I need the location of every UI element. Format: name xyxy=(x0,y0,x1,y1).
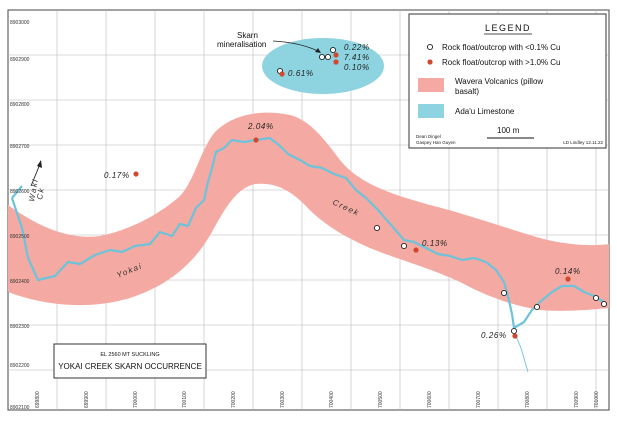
sample-label: 0.22% xyxy=(344,43,370,52)
svg-text:700700: 700700 xyxy=(476,391,482,408)
svg-text:8902500: 8902500 xyxy=(10,234,30,240)
wavera-volcanics-unit xyxy=(8,112,609,311)
creek-label-ck: Ck xyxy=(35,186,46,200)
svg-text:700200: 700200 xyxy=(231,391,237,408)
skarn-annotation: Skarn xyxy=(237,31,258,40)
svg-text:700000: 700000 xyxy=(133,391,139,408)
north-arrow-icon xyxy=(37,160,42,168)
low-cu-samples xyxy=(276,46,608,335)
waki-creek xyxy=(11,185,23,199)
svg-text:700400: 700400 xyxy=(329,391,335,408)
sample-dot-0-10 xyxy=(333,59,339,65)
svg-text:8902900: 8902900 xyxy=(10,57,30,63)
legend-volcanics-swatch xyxy=(418,78,444,92)
credits: Gaspey Han Guyen xyxy=(416,140,456,145)
legend-label: Wavera Volcanics (pillow xyxy=(455,77,543,86)
legend-label: Rock float/outcrop with >1.0% Cu xyxy=(442,58,561,67)
sample-dot-0-13 xyxy=(413,247,419,253)
easting-labels: 699800 699900 700000 700100 700200 70030… xyxy=(35,391,600,408)
sample-dot-2-04 xyxy=(253,137,259,143)
svg-text:699900: 699900 xyxy=(84,391,90,408)
skarn-arrowhead xyxy=(315,48,321,53)
svg-text:701000: 701000 xyxy=(594,391,600,408)
svg-text:700600: 700600 xyxy=(427,391,433,408)
sample-label: 0.13% xyxy=(422,239,448,248)
adau-limestone-unit xyxy=(262,38,384,94)
northing-labels: 8903000 8902900 8902800 8902700 8902600 … xyxy=(10,20,30,411)
title-block: EL 2560 MT SUCKLING YOKAI CREEK SKARN OC… xyxy=(53,343,207,379)
legend-limestone-swatch xyxy=(418,104,444,118)
sample-label: 0.17% xyxy=(104,171,130,180)
sample-dot-7-41 xyxy=(333,52,339,58)
skarn-annotation: mineralisation xyxy=(217,40,266,49)
legend-title: LEGEND xyxy=(485,23,531,33)
legend-hollow-circle-icon xyxy=(426,43,434,51)
svg-text:8902200: 8902200 xyxy=(10,363,30,369)
credits: Dean Dingel xyxy=(416,134,441,139)
svg-text:700500: 700500 xyxy=(378,391,384,408)
legend-label: Ada'u Limestone xyxy=(455,107,515,116)
svg-text:700800: 700800 xyxy=(525,391,531,408)
legend-label: Rock float/outcrop with <0.1% Cu xyxy=(442,43,561,52)
svg-text:8902400: 8902400 xyxy=(10,279,30,285)
svg-text:8902100: 8902100 xyxy=(10,405,30,411)
creek-label-waki: Waki xyxy=(27,178,40,203)
legend-label: basalt) xyxy=(455,87,479,96)
sample-label: 7.41% xyxy=(344,53,370,62)
svg-text:8902600: 8902600 xyxy=(10,189,30,195)
yokai-creek xyxy=(10,136,605,330)
title-line2: YOKAI CREEK SKARN OCCURRENCE xyxy=(58,362,202,371)
svg-text:699800: 699800 xyxy=(35,391,41,408)
sample-dot-0-26 xyxy=(512,333,518,339)
scale-bar-label: 100 m xyxy=(497,126,520,135)
legend: LEGEND Rock float/outcrop with <0.1% Cu … xyxy=(408,13,607,149)
sample-label: 0.61% xyxy=(288,69,314,78)
sample-dot-0-61 xyxy=(279,71,285,77)
title-line1: EL 2560 MT SUCKLING xyxy=(100,352,159,358)
sample-dot-0-17 xyxy=(133,171,139,177)
credits-right: LD Lindley 12.11.22 xyxy=(563,140,603,145)
north-arrow-shaft xyxy=(30,163,41,187)
svg-text:8902700: 8902700 xyxy=(10,144,30,150)
sample-dot-0-14 xyxy=(565,276,571,282)
svg-text:8902800: 8902800 xyxy=(10,102,30,108)
high-cu-samples xyxy=(133,52,571,339)
legend-red-dot-icon xyxy=(427,59,433,65)
svg-text:700300: 700300 xyxy=(280,391,286,408)
sample-label: 2.04% xyxy=(247,122,274,131)
svg-text:8903000: 8903000 xyxy=(10,20,30,26)
sample-label: 0.14% xyxy=(555,267,581,276)
svg-text:700900: 700900 xyxy=(574,391,580,408)
svg-text:8902300: 8902300 xyxy=(10,324,30,330)
svg-text:700100: 700100 xyxy=(182,391,188,408)
sample-label: 0.26% xyxy=(481,331,507,340)
sample-label: 0.10% xyxy=(344,63,370,72)
